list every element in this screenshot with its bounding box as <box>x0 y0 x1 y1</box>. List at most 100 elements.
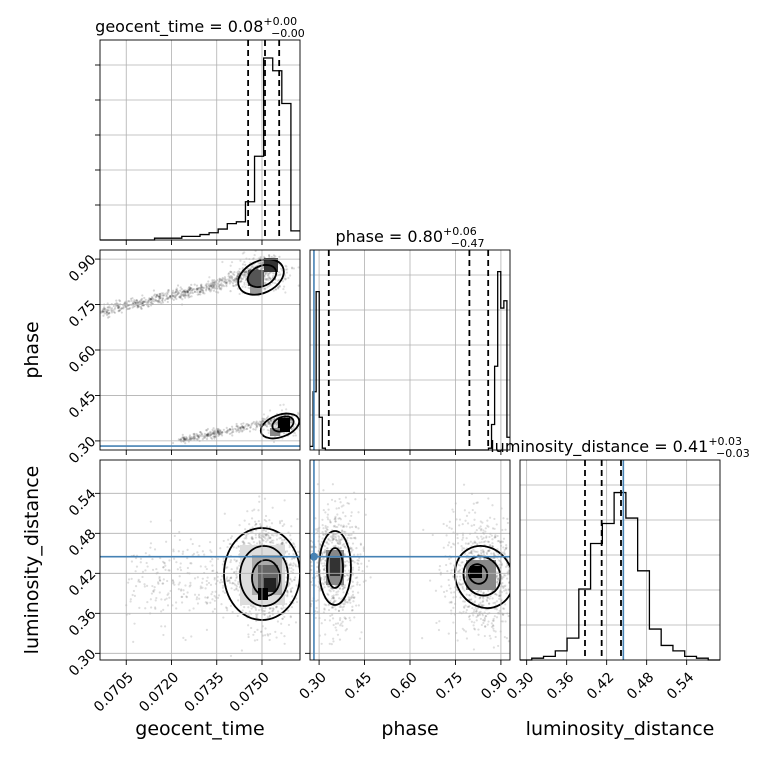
sample-point <box>208 435 211 438</box>
sample-point <box>193 437 196 440</box>
sample-point <box>181 436 184 439</box>
sample-point <box>139 298 143 301</box>
sample-point <box>156 581 160 584</box>
sample-point <box>179 296 182 300</box>
sample-point <box>217 594 221 597</box>
sample-point <box>327 537 330 540</box>
sample-point <box>450 569 453 572</box>
sample-point <box>161 297 164 301</box>
sample-point <box>502 552 505 555</box>
sample-point <box>179 568 183 572</box>
sample-point <box>268 526 272 529</box>
sample-point <box>198 290 201 294</box>
sample-point <box>289 418 292 421</box>
sample-point <box>286 591 289 594</box>
sample-point <box>216 575 219 578</box>
sample-point <box>213 435 217 438</box>
sample-point <box>264 277 267 280</box>
sample-point <box>275 538 279 541</box>
sample-point <box>320 577 323 580</box>
sample-point <box>323 603 326 606</box>
sample-point <box>137 578 140 581</box>
sample-point <box>227 275 230 278</box>
sample-point <box>267 272 270 275</box>
sample-point <box>226 545 229 549</box>
sample-point <box>504 584 507 587</box>
sample-point <box>334 622 338 625</box>
sample-point <box>211 285 214 288</box>
sample-point <box>182 592 185 596</box>
sample-point <box>187 288 190 292</box>
sample-point <box>276 610 280 613</box>
sample-point <box>360 562 363 565</box>
sample-point <box>219 279 222 282</box>
sample-point <box>234 583 237 587</box>
sample-point <box>329 599 332 602</box>
sample-point <box>291 557 294 560</box>
sample-point <box>344 601 347 604</box>
sample-point <box>274 422 278 426</box>
sample-point <box>126 304 129 307</box>
sample-point <box>216 430 219 433</box>
sample-point <box>196 576 199 579</box>
sample-point <box>191 437 194 440</box>
sample-point <box>185 595 189 599</box>
sample-point <box>139 306 143 309</box>
sample-point <box>227 278 230 281</box>
sample-point <box>481 596 485 599</box>
sample-point <box>331 617 335 620</box>
sample-point <box>296 411 300 414</box>
sample-point <box>235 277 238 281</box>
sample-point <box>479 617 482 620</box>
sample-point <box>480 623 483 627</box>
sample-point <box>184 442 187 445</box>
sample-point <box>103 306 106 309</box>
sample-point <box>188 286 191 289</box>
sample-point <box>213 281 216 284</box>
sample-point <box>180 588 183 591</box>
sample-point <box>194 435 197 438</box>
sample-point <box>278 522 282 525</box>
sample-point <box>262 255 266 258</box>
sample-point <box>227 272 231 275</box>
sample-point <box>144 607 147 610</box>
grid-layer <box>100 40 720 660</box>
sample-point <box>166 579 169 583</box>
sample-point <box>205 433 208 436</box>
sample-point <box>168 596 171 599</box>
sample-point <box>258 541 261 544</box>
sample-point <box>471 508 474 512</box>
sample-point <box>243 273 247 276</box>
sample-point <box>148 299 151 302</box>
sample-point <box>150 297 153 300</box>
sample-point <box>196 287 199 290</box>
sample-point <box>322 564 325 568</box>
sample-point <box>264 534 267 537</box>
sample-point <box>505 546 508 549</box>
sample-point <box>134 570 137 573</box>
sample-point <box>264 634 267 637</box>
sample-point <box>320 642 323 645</box>
sample-point <box>151 568 155 571</box>
sample-point <box>320 562 323 565</box>
sample-point <box>250 265 253 269</box>
sample-point <box>211 569 214 573</box>
sample-point <box>268 519 271 522</box>
sample-point <box>144 301 147 304</box>
sample-point <box>185 595 188 598</box>
sample-point <box>191 542 194 546</box>
sample-point <box>257 509 260 512</box>
sample-point <box>128 307 131 310</box>
sample-point <box>325 547 329 550</box>
x-tick-label: 0.0720 <box>136 669 182 715</box>
sample-point <box>233 273 236 277</box>
sample-point <box>191 289 194 292</box>
sample-point <box>326 516 329 519</box>
sample-point <box>335 539 338 542</box>
sample-point <box>330 643 333 646</box>
sample-point <box>326 592 329 595</box>
sample-point <box>495 608 499 611</box>
sample-point <box>345 525 348 528</box>
sample-point <box>507 581 510 584</box>
sample-point <box>354 525 357 528</box>
